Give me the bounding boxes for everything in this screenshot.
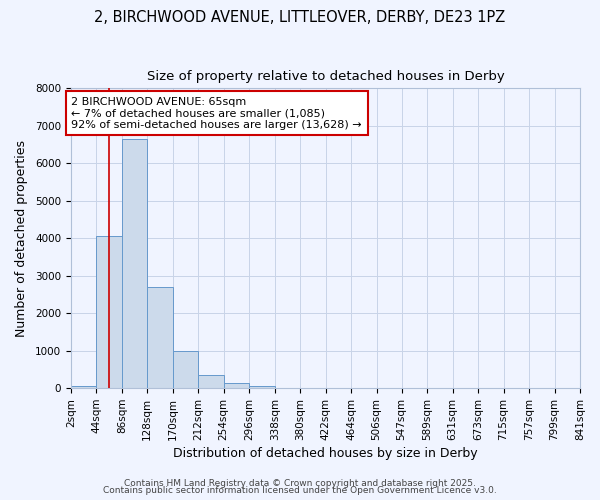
Text: 2, BIRCHWOOD AVENUE, LITTLEOVER, DERBY, DE23 1PZ: 2, BIRCHWOOD AVENUE, LITTLEOVER, DERBY, … [94, 10, 506, 25]
Text: 2 BIRCHWOOD AVENUE: 65sqm
← 7% of detached houses are smaller (1,085)
92% of sem: 2 BIRCHWOOD AVENUE: 65sqm ← 7% of detach… [71, 96, 362, 130]
Y-axis label: Number of detached properties: Number of detached properties [15, 140, 28, 337]
Bar [96, 236, 122, 388]
Bar [122, 139, 147, 388]
Bar [173, 352, 198, 388]
Bar [198, 375, 224, 388]
Bar [249, 386, 275, 388]
X-axis label: Distribution of detached houses by size in Derby: Distribution of detached houses by size … [173, 447, 478, 460]
Text: Contains public sector information licensed under the Open Government Licence v3: Contains public sector information licen… [103, 486, 497, 495]
Bar [224, 384, 249, 388]
Bar [147, 287, 173, 388]
Bar [71, 386, 96, 388]
Text: Contains HM Land Registry data © Crown copyright and database right 2025.: Contains HM Land Registry data © Crown c… [124, 478, 476, 488]
Title: Size of property relative to detached houses in Derby: Size of property relative to detached ho… [146, 70, 504, 83]
